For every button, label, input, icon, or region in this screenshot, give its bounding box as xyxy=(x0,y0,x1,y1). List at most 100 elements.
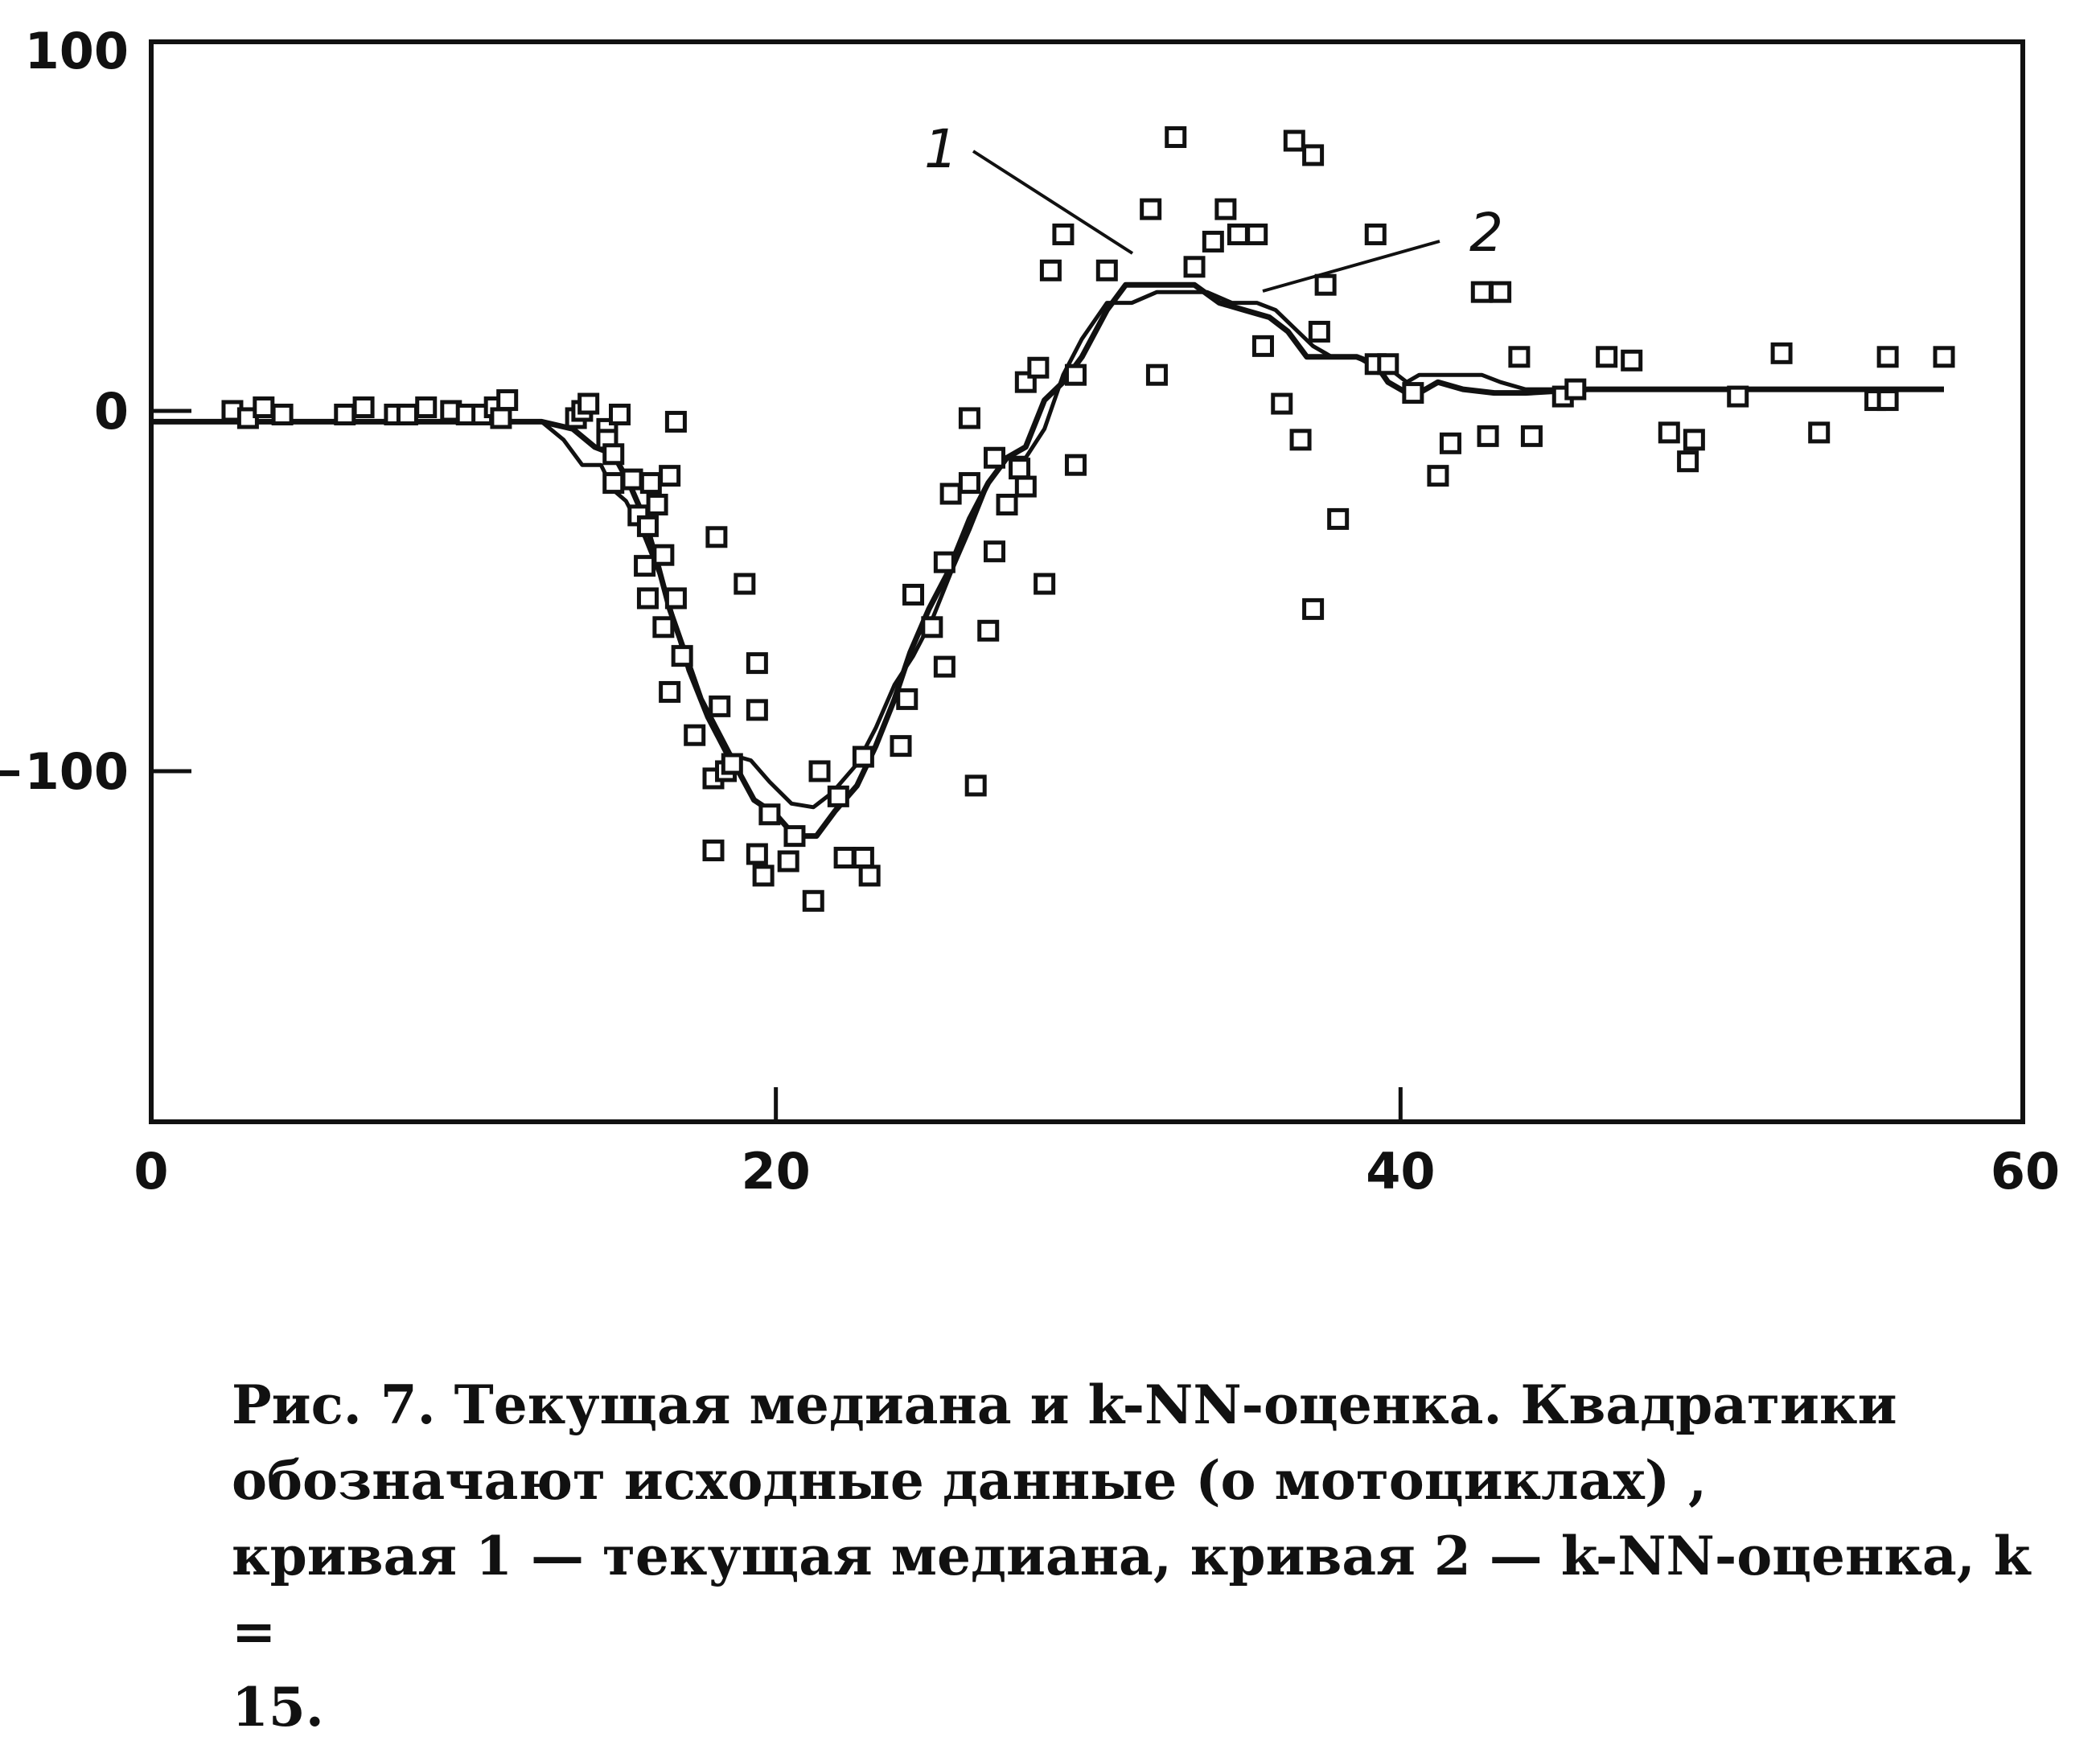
data-point xyxy=(1327,507,1350,530)
caption-line-1: Рис. 7. Текущая медиана и k-NN-оценка. К… xyxy=(232,1373,1897,1436)
data-point xyxy=(1439,432,1461,454)
caption-line-3: кривая 1 — текущая медиана, кривая 2 — k… xyxy=(232,1525,2031,1663)
data-point xyxy=(253,396,275,419)
data-point xyxy=(1427,465,1449,487)
data-point xyxy=(984,540,1005,563)
y-tick-label: 100 xyxy=(25,22,129,80)
caption-line-2: обозначают исходные данные (о мотоциклах… xyxy=(232,1449,1708,1512)
data-point xyxy=(1477,425,1499,447)
x-tick-label: 20 xyxy=(742,1142,811,1201)
data-point xyxy=(1251,335,1274,357)
data-point xyxy=(671,645,693,667)
data-point xyxy=(734,573,756,595)
data-point xyxy=(664,587,687,610)
data-point xyxy=(1014,475,1037,498)
data-point xyxy=(1727,385,1749,408)
data-point xyxy=(783,825,806,848)
data-point xyxy=(746,652,768,675)
data-point xyxy=(939,482,962,505)
data-point xyxy=(1876,389,1899,412)
data-point xyxy=(639,472,662,495)
data-point xyxy=(1165,126,1187,149)
data-point xyxy=(1140,198,1162,220)
data-point xyxy=(352,396,375,419)
data-point xyxy=(1289,429,1312,451)
x-tick-label: 60 xyxy=(1991,1142,2060,1201)
plot-frame xyxy=(149,39,2025,1124)
data-point xyxy=(415,396,438,419)
annotation-label-1: 1 xyxy=(924,118,958,180)
data-point xyxy=(705,526,728,548)
data-point xyxy=(702,840,725,862)
data-point xyxy=(1508,346,1531,368)
data-point xyxy=(1202,230,1224,253)
data-point xyxy=(652,616,675,638)
data-point xyxy=(1314,273,1337,296)
data-point xyxy=(933,551,955,573)
data-point xyxy=(1064,454,1087,476)
data-point xyxy=(1808,421,1831,444)
data-point xyxy=(802,889,824,912)
data-point xyxy=(902,583,925,606)
annotation-leaders xyxy=(972,150,1440,293)
data-point xyxy=(777,850,799,872)
data-point xyxy=(1183,256,1206,278)
figure-caption: Рис. 7. Текущая медиана и k-NN-оценка. К… xyxy=(232,1367,2082,1745)
data-point xyxy=(984,446,1005,469)
data-point xyxy=(1039,259,1062,281)
data-point xyxy=(746,843,768,865)
data-point xyxy=(758,803,781,826)
y-tick-label: −100 xyxy=(0,742,129,801)
data-point xyxy=(609,403,631,425)
data-point xyxy=(1564,378,1587,400)
data-point xyxy=(1377,353,1399,376)
data-point xyxy=(602,443,625,466)
data-point xyxy=(621,468,643,491)
axis-ticks xyxy=(151,409,1403,1122)
data-point xyxy=(1227,223,1249,245)
data-point xyxy=(1933,346,1955,368)
data-point xyxy=(746,699,768,721)
data-point xyxy=(852,847,874,869)
leader-line-2 xyxy=(1262,240,1440,293)
data-point xyxy=(1770,342,1793,364)
data-point xyxy=(1027,356,1050,379)
tick-labels: 0 20 40 60 100 0 −100 xyxy=(0,22,2060,1201)
data-point xyxy=(1271,392,1293,415)
data-point xyxy=(652,544,675,566)
data-point xyxy=(1470,281,1493,303)
data-point xyxy=(890,735,912,758)
data-point xyxy=(496,389,519,412)
data-point xyxy=(602,472,625,495)
data-point xyxy=(721,753,743,775)
series-line-1 xyxy=(151,281,1944,840)
data-point xyxy=(1308,320,1330,343)
data-point xyxy=(1658,421,1680,444)
data-point xyxy=(827,785,849,807)
data-point xyxy=(664,410,687,433)
data-point xyxy=(1520,425,1543,447)
data-point xyxy=(1302,597,1325,620)
data-point xyxy=(852,745,874,768)
data-point xyxy=(1034,573,1056,595)
caption-line-4: 15. xyxy=(232,1676,324,1739)
data-point xyxy=(684,724,706,746)
data-point xyxy=(709,695,731,717)
data-point xyxy=(896,688,918,710)
data-point xyxy=(996,493,1018,515)
data-point xyxy=(1283,129,1305,152)
data-point xyxy=(1364,223,1387,245)
data-point xyxy=(334,403,356,425)
data-point xyxy=(636,515,659,537)
data-point xyxy=(577,392,600,415)
data-point xyxy=(1490,281,1512,303)
data-point xyxy=(1683,429,1705,451)
data-point xyxy=(1145,363,1168,386)
data-point xyxy=(659,465,681,487)
x-tick-label: 0 xyxy=(134,1142,168,1201)
leader-line-1 xyxy=(972,150,1134,255)
data-point xyxy=(1064,363,1087,386)
data-point xyxy=(933,655,955,678)
y-tick-label: 0 xyxy=(94,382,129,441)
data-point xyxy=(396,403,418,425)
